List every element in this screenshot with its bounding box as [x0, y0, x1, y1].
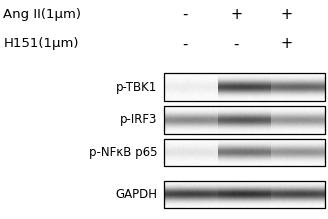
- Bar: [164, 139, 325, 166]
- Bar: [164, 181, 325, 208]
- Text: +: +: [281, 7, 293, 22]
- Text: p-NFκB p65: p-NFκB p65: [89, 146, 157, 159]
- Text: +: +: [230, 7, 242, 22]
- Bar: [164, 73, 325, 101]
- Bar: [164, 139, 325, 166]
- Text: -: -: [234, 36, 239, 51]
- Bar: [164, 181, 325, 208]
- Text: p-TBK1: p-TBK1: [116, 81, 157, 94]
- Text: +: +: [281, 36, 293, 51]
- Text: -: -: [183, 7, 188, 22]
- Bar: [164, 106, 325, 134]
- Bar: [164, 73, 325, 101]
- Text: Ang II(1μm): Ang II(1μm): [3, 8, 81, 21]
- Bar: [164, 106, 325, 134]
- Text: GAPDH: GAPDH: [115, 188, 157, 201]
- Text: -: -: [183, 36, 188, 51]
- Text: p-IRF3: p-IRF3: [120, 113, 157, 126]
- Text: H151(1μm): H151(1μm): [3, 37, 79, 50]
